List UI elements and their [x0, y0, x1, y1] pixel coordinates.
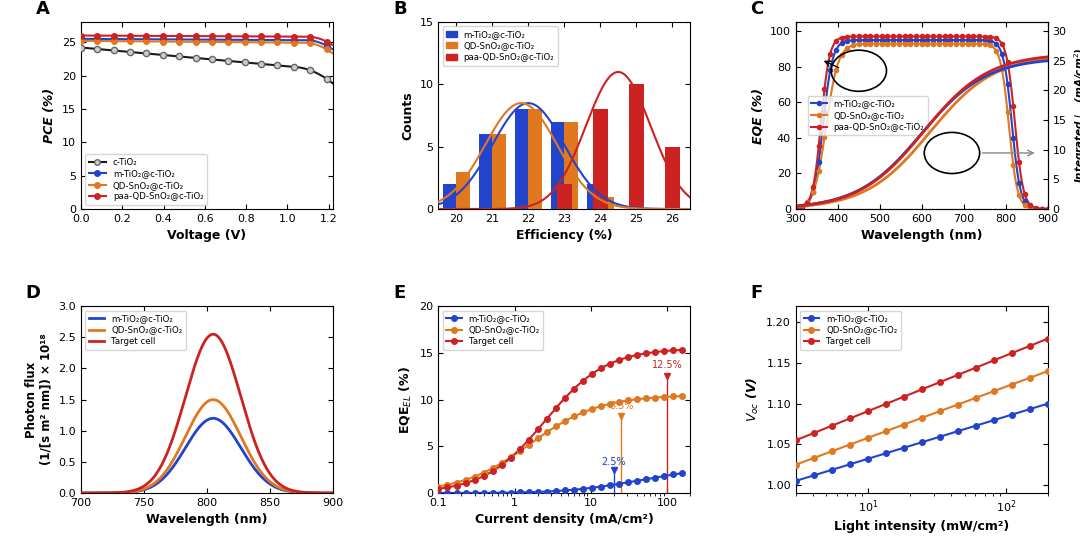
- X-axis label: Current density (mA/cm²): Current density (mA/cm²): [475, 514, 653, 526]
- Bar: [593, 109, 608, 209]
- X-axis label: Efficiency (%): Efficiency (%): [516, 229, 612, 243]
- Y-axis label: Photon flux
(1/[s m² nm]) × 10¹⁸: Photon flux (1/[s m² nm]) × 10¹⁸: [25, 334, 53, 465]
- Text: 2.5%: 2.5%: [602, 457, 626, 467]
- Bar: [600, 197, 613, 209]
- X-axis label: Wavelength (nm): Wavelength (nm): [861, 229, 983, 243]
- Y-axis label: Integrated $J_{sc}$ (mA/cm$^2$): Integrated $J_{sc}$ (mA/cm$^2$): [1072, 48, 1080, 183]
- X-axis label: Voltage (V): Voltage (V): [167, 229, 246, 243]
- Text: 12.5%: 12.5%: [652, 360, 683, 370]
- Bar: [586, 184, 600, 209]
- Text: C: C: [751, 1, 764, 18]
- Bar: [457, 172, 470, 209]
- Bar: [664, 147, 679, 209]
- Bar: [629, 84, 644, 209]
- Bar: [528, 109, 542, 209]
- Text: A: A: [36, 1, 50, 18]
- Bar: [557, 184, 571, 209]
- Text: F: F: [751, 284, 762, 302]
- X-axis label: Wavelength (nm): Wavelength (nm): [146, 514, 268, 526]
- Y-axis label: EQE$_{EL}$ (%): EQE$_{EL}$ (%): [397, 366, 414, 434]
- Y-axis label: EQE (%): EQE (%): [752, 88, 765, 143]
- Text: E: E: [393, 284, 405, 302]
- Bar: [515, 109, 528, 209]
- Bar: [551, 122, 564, 209]
- Bar: [478, 134, 492, 209]
- Text: D: D: [26, 284, 41, 302]
- Legend: m-TiO₂@c-TiO₂, QD-SnO₂@c-TiO₂, Target cell: m-TiO₂@c-TiO₂, QD-SnO₂@c-TiO₂, Target ce…: [85, 310, 186, 350]
- Legend: c-TiO₂, m-TiO₂@c-TiO₂, QD-SnO₂@c-TiO₂, paa-QD-SnO₂@c-TiO₂: c-TiO₂, m-TiO₂@c-TiO₂, QD-SnO₂@c-TiO₂, p…: [85, 154, 207, 205]
- Legend: m-TiO₂@c-TiO₂, QD-SnO₂@c-TiO₂, Target cell: m-TiO₂@c-TiO₂, QD-SnO₂@c-TiO₂, Target ce…: [443, 310, 543, 350]
- Legend: m-TiO₂@c-TiO₂, QD-SnO₂@c-TiO₂, paa-QD-SnO₂@c-TiO₂: m-TiO₂@c-TiO₂, QD-SnO₂@c-TiO₂, paa-QD-Sn…: [808, 96, 928, 135]
- Text: 8.3%: 8.3%: [609, 401, 634, 411]
- Y-axis label: $V_{oc}$ (V): $V_{oc}$ (V): [744, 377, 760, 422]
- X-axis label: Light intensity (mW/cm²): Light intensity (mW/cm²): [834, 520, 1010, 533]
- Legend: m-TiO₂@c-TiO₂, QD-SnO₂@c-TiO₂, paa-QD-SnO₂@c-TiO₂: m-TiO₂@c-TiO₂, QD-SnO₂@c-TiO₂, paa-QD-Sn…: [443, 27, 557, 65]
- Bar: [443, 184, 457, 209]
- Y-axis label: PCE (%): PCE (%): [43, 88, 56, 143]
- Text: B: B: [393, 1, 407, 18]
- Bar: [564, 122, 578, 209]
- Legend: m-TiO₂@c-TiO₂, QD-SnO₂@c-TiO₂, Target cell: m-TiO₂@c-TiO₂, QD-SnO₂@c-TiO₂, Target ce…: [800, 310, 901, 350]
- Y-axis label: Counts: Counts: [401, 91, 414, 140]
- Bar: [492, 134, 507, 209]
